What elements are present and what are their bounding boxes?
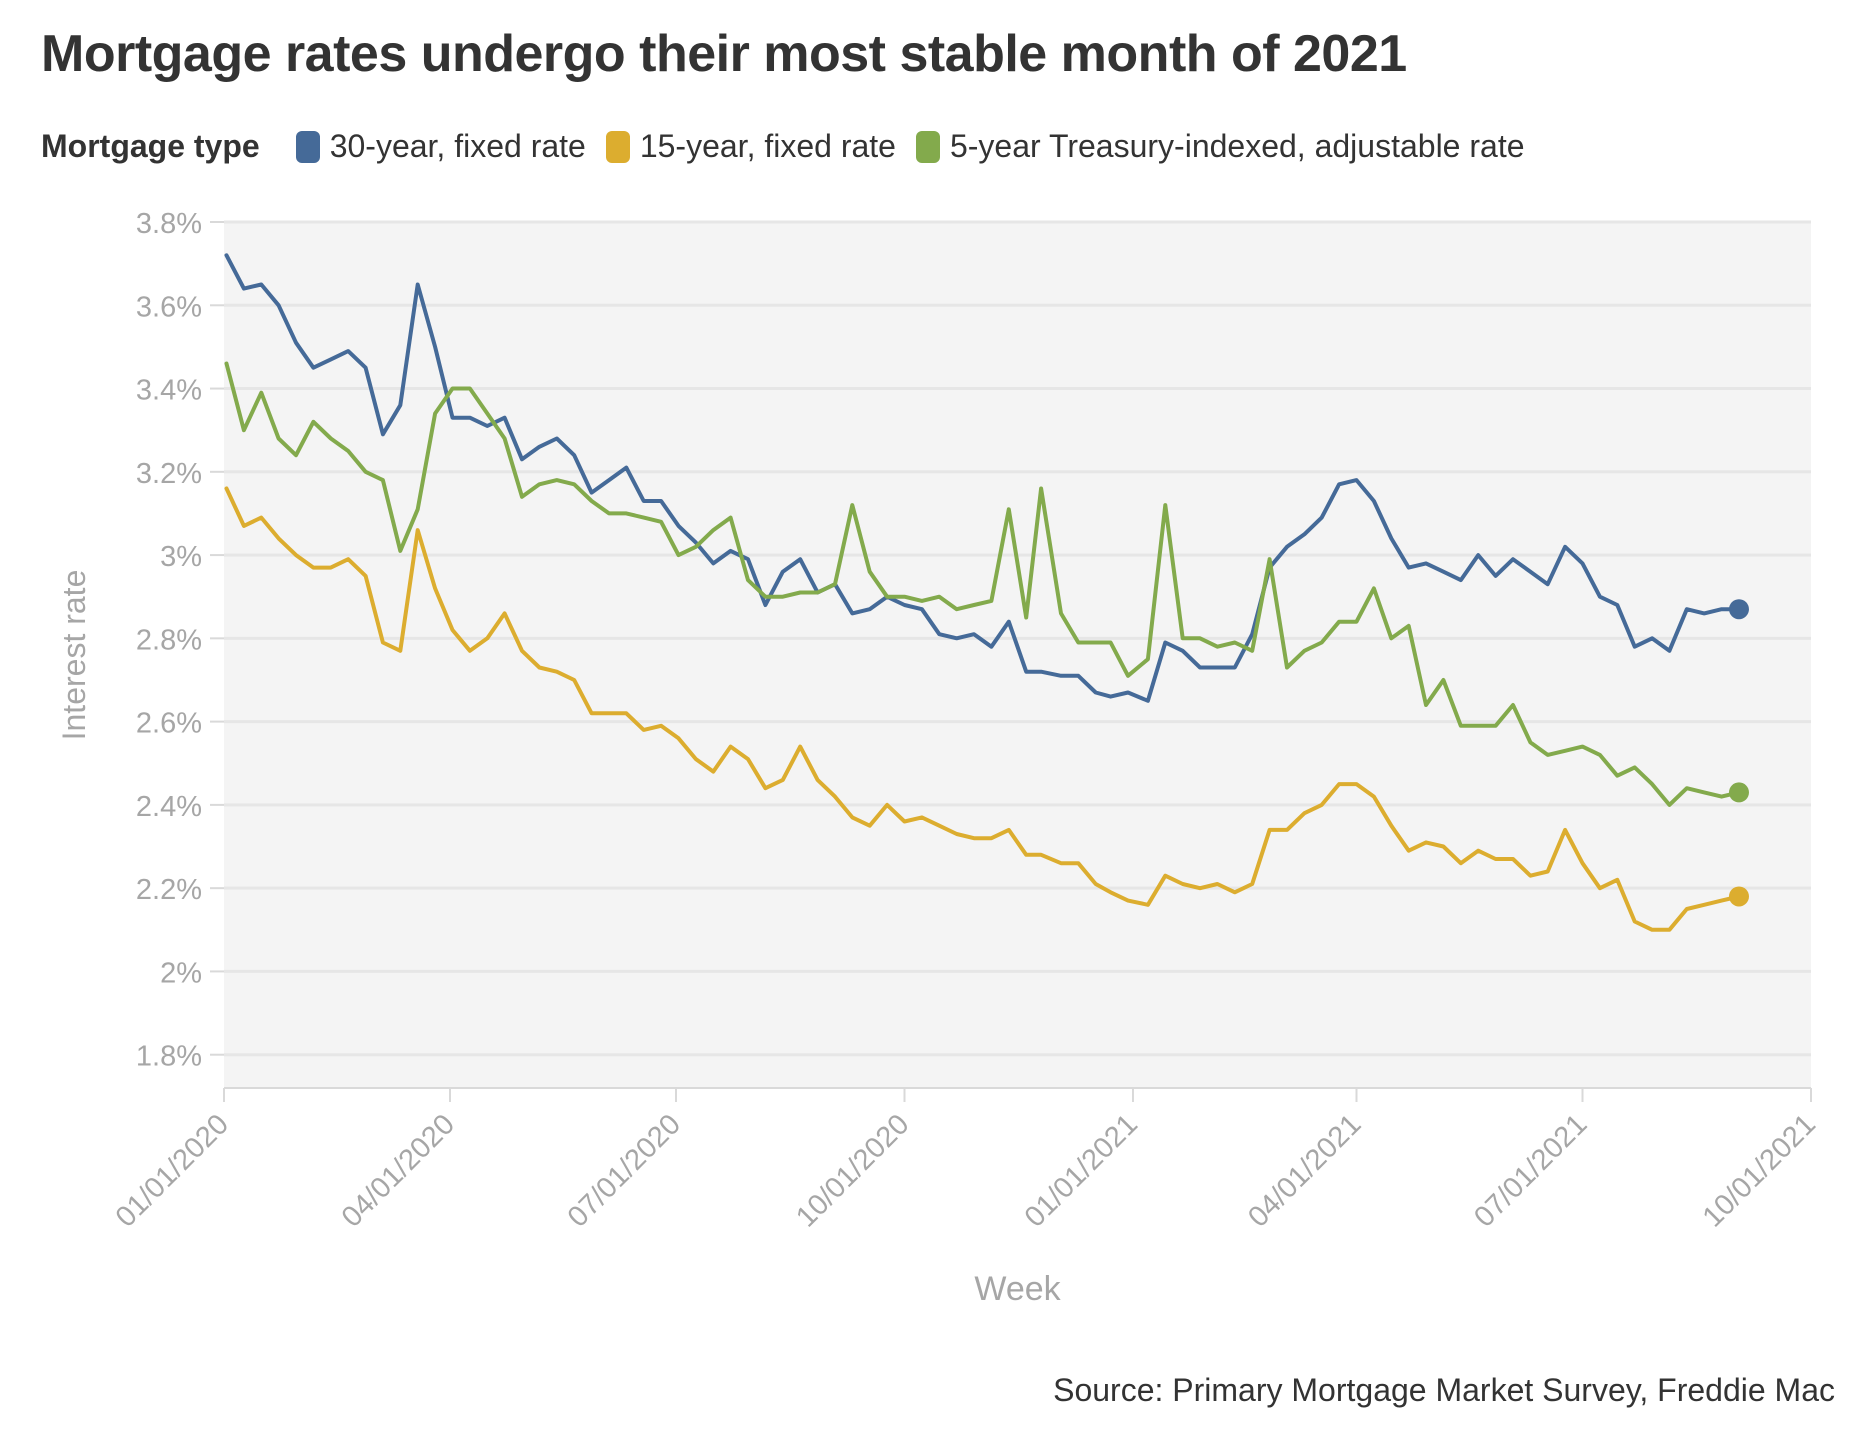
legend-item-30-year[interactable]: 30-year, fixed rate <box>295 128 586 165</box>
y-tick-label: 3.4% <box>136 375 202 407</box>
source-note: Source: Primary Mortgage Market Survey, … <box>1053 1372 1835 1408</box>
series-endpoint-0[interactable] <box>1728 599 1749 620</box>
x-tick-label: 01/01/2021 <box>1019 1108 1144 1233</box>
y-axis-label: Interest rate <box>56 570 92 741</box>
legend-swatch-15-year <box>605 130 630 163</box>
y-tick-label: 3.8% <box>136 208 202 240</box>
series-lines <box>224 253 1749 932</box>
legend-swatch-5-year-arm <box>915 130 940 163</box>
x-tick-label: 04/01/2021 <box>1242 1108 1367 1233</box>
x-tick-label: 10/01/2020 <box>790 1108 915 1233</box>
legend-label-30-year: 30-year, fixed rate <box>329 128 586 164</box>
chart-title: Mortgage rates undergo their most stable… <box>41 25 1407 83</box>
y-tick-label: 3.6% <box>136 291 202 323</box>
y-tick-label: 2% <box>160 957 202 989</box>
series-line-0[interactable] <box>224 253 1741 703</box>
x-axis: 01/01/2020 04/01/2020 07/01/2020 10/01/2020… <box>110 1087 1822 1234</box>
x-tick-label: 10/01/2021 <box>1697 1108 1822 1233</box>
y-tick-label: 2.8% <box>136 624 202 656</box>
x-tick-label: 04/01/2020 <box>336 1108 461 1233</box>
legend-item-15-year[interactable]: 15-year, fixed rate <box>605 128 896 165</box>
y-tick-label: 2.4% <box>136 791 202 823</box>
y-tick-label: 1.8% <box>136 1041 202 1073</box>
y-tick-label: 3% <box>160 541 202 573</box>
y-tick-label: 2.6% <box>136 708 202 740</box>
legend-title: Mortgage type <box>41 128 260 164</box>
legend: Mortgage type 30-year, fixed rate 15-yea… <box>41 128 1545 165</box>
plot-background <box>224 222 1811 1088</box>
x-tick-label: 07/01/2020 <box>562 1108 687 1233</box>
series-line-2[interactable] <box>224 361 1741 807</box>
legend-label-15-year: 15-year, fixed rate <box>639 128 896 164</box>
series-endpoint-2[interactable] <box>1728 782 1749 803</box>
legend-item-5-year-arm[interactable]: 5-year Treasury-indexed, adjustable rate <box>915 128 1525 165</box>
series-endpoint-1[interactable] <box>1728 886 1749 907</box>
legend-swatch-30-year <box>295 130 320 163</box>
line-chart: 1.8% 2% 2.2% 2.4% 2.6% 2.8% 3% 3.2% 3.4% 3.6% 3.8%… <box>56 208 1822 1308</box>
series-line-1[interactable] <box>224 486 1741 932</box>
x-tick-label: 01/01/2020 <box>110 1108 235 1233</box>
y-tick-label: 3.2% <box>136 458 202 490</box>
y-axis-ticks: 1.8% 2% 2.2% 2.4% 2.6% 2.8% 3% 3.2% 3.4% 3.6% 3.8% <box>136 208 224 1073</box>
y-tick-label: 2.2% <box>136 874 202 906</box>
x-axis-label: Week <box>974 1270 1061 1308</box>
x-tick-label: 07/01/2021 <box>1468 1108 1593 1233</box>
legend-label-5-year-arm: 5-year Treasury-indexed, adjustable rate <box>949 128 1525 164</box>
